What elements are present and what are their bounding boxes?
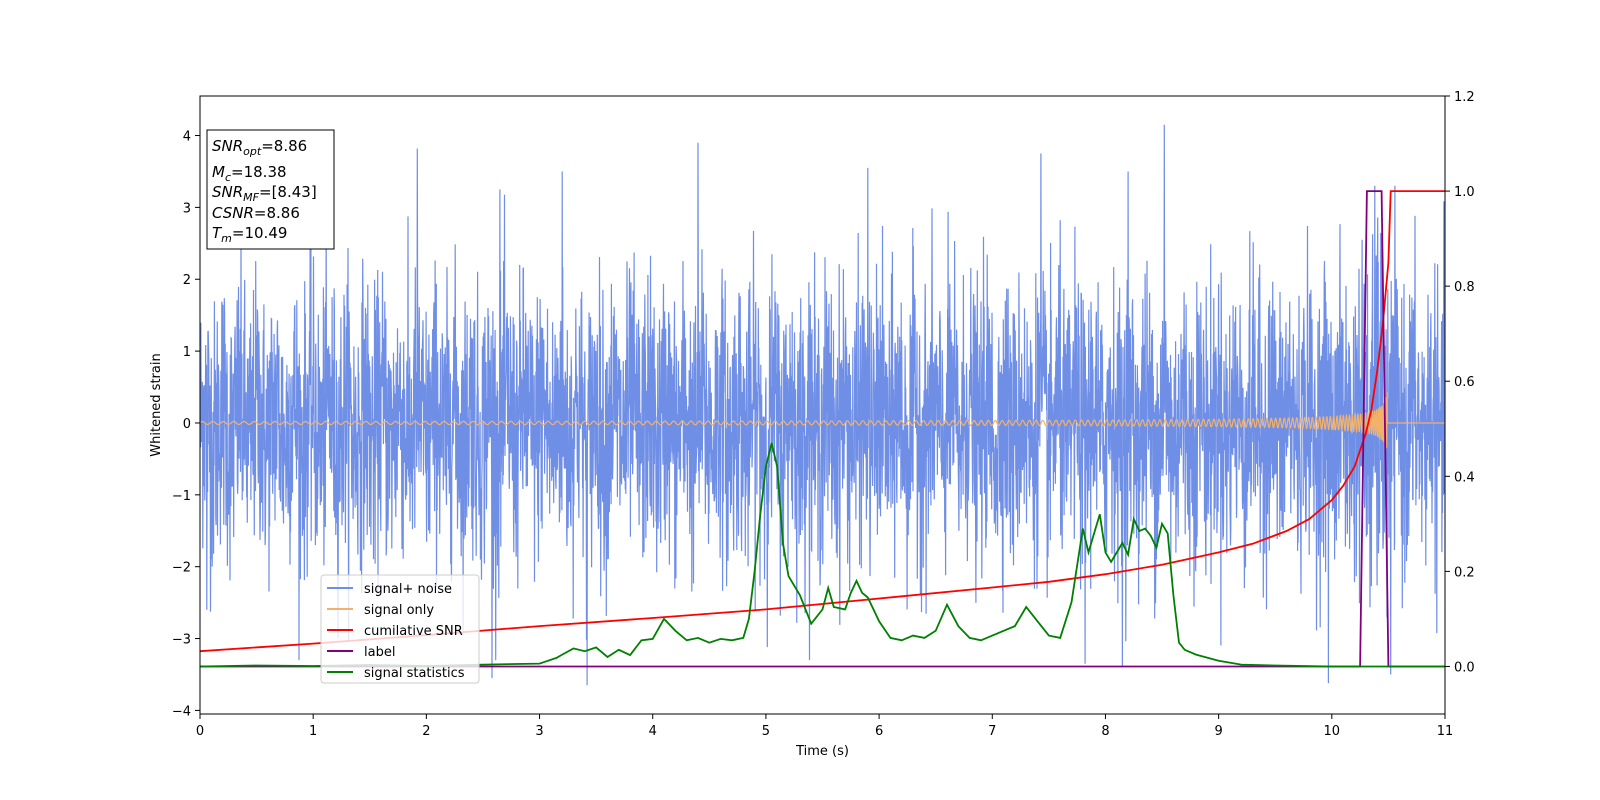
- signal-noise-line: [200, 124, 1445, 686]
- info-line: SNRopt=8.86: [212, 137, 307, 158]
- legend-item: signal+ noise: [327, 582, 452, 597]
- y2-tick-label: 1.2: [1454, 90, 1475, 105]
- series-cumilative-snr: [200, 190, 1445, 653]
- signal-statistics-line: [200, 442, 1445, 668]
- info-line: Tm=10.49: [212, 224, 287, 245]
- y2-tick-label: 0.0: [1454, 660, 1475, 675]
- legend-item: label: [327, 645, 395, 660]
- x-tick-label: 8: [1101, 724, 1109, 739]
- y2-tick-label: 1.0: [1454, 185, 1475, 200]
- x-tick-label: 7: [988, 724, 996, 739]
- series-layer: [200, 124, 1445, 686]
- cumilative-snr-line: [200, 190, 1445, 653]
- legend-item: signal only: [327, 603, 434, 618]
- x-tick-label: 11: [1437, 724, 1454, 739]
- legend-label: label: [364, 645, 395, 660]
- legend-label: signal+ noise: [364, 582, 452, 597]
- info-box: SNRopt=8.86 Mc=18.38SNRMF=[8.43]CSNR=8.86…: [206, 129, 335, 250]
- x-tick-label: 0: [196, 724, 204, 739]
- x-tick-label: 4: [649, 724, 657, 739]
- legend-label: signal only: [364, 603, 434, 618]
- x-tick-label: 9: [1214, 724, 1222, 739]
- x-tick-label: 10: [1324, 724, 1341, 739]
- y-tick-label: 1: [183, 345, 191, 360]
- legend-item: signal statistics: [327, 666, 465, 681]
- series-signal-only: [200, 391, 1445, 449]
- y2-tick-label: 0.2: [1454, 565, 1475, 580]
- legend-label: signal statistics: [364, 666, 465, 681]
- y2-tick-label: 0.6: [1454, 375, 1475, 390]
- y-tick-label: −3: [172, 633, 191, 648]
- y2-tick-label: 0.8: [1454, 280, 1475, 295]
- y-axis-label: Whitened strain: [149, 353, 164, 456]
- y-tick-label: 3: [183, 201, 191, 216]
- x-tick-label: 3: [535, 724, 543, 739]
- x-tick-label: 6: [875, 724, 883, 739]
- info-line: CSNR=8.86: [212, 204, 300, 222]
- x-tick-label: 1: [309, 724, 317, 739]
- y-tick-label: −2: [172, 561, 191, 576]
- legend-frame: [320, 574, 480, 684]
- x-tick-label: 5: [762, 724, 770, 739]
- y-tick-label: 2: [183, 273, 191, 288]
- y-tick-label: 0: [183, 417, 191, 432]
- y2-tick-label: 0.4: [1454, 470, 1475, 485]
- plot-frame: [199, 95, 1446, 715]
- info-line: SNRMF=[8.43]: [212, 183, 317, 204]
- legend-label: cumilative SNR: [364, 624, 463, 639]
- series-signal-noise: [200, 124, 1445, 686]
- legend-item: cumilative SNR: [327, 624, 463, 639]
- legend: signal+ noise signal only cumilative SNR la…: [320, 574, 480, 684]
- signal-only-line: [200, 391, 1445, 449]
- info-box-frame: [206, 129, 335, 250]
- axes-layer: 0 1 2 3 4 5 6 7 8 9 10 11 −4 −3 −2 −1 0 1 2 3 4 0.0 0.2 0.4 0.6 0…: [172, 90, 1475, 739]
- y-tick-label: −1: [172, 489, 191, 504]
- x-axis-label: Time (s): [795, 744, 849, 759]
- info-line: Mc=18.38: [212, 163, 287, 184]
- x-tick-label: 2: [422, 724, 430, 739]
- y-tick-label: −4: [172, 704, 191, 719]
- y-tick-label: 4: [183, 130, 191, 145]
- series-signal-statistics: [200, 442, 1445, 668]
